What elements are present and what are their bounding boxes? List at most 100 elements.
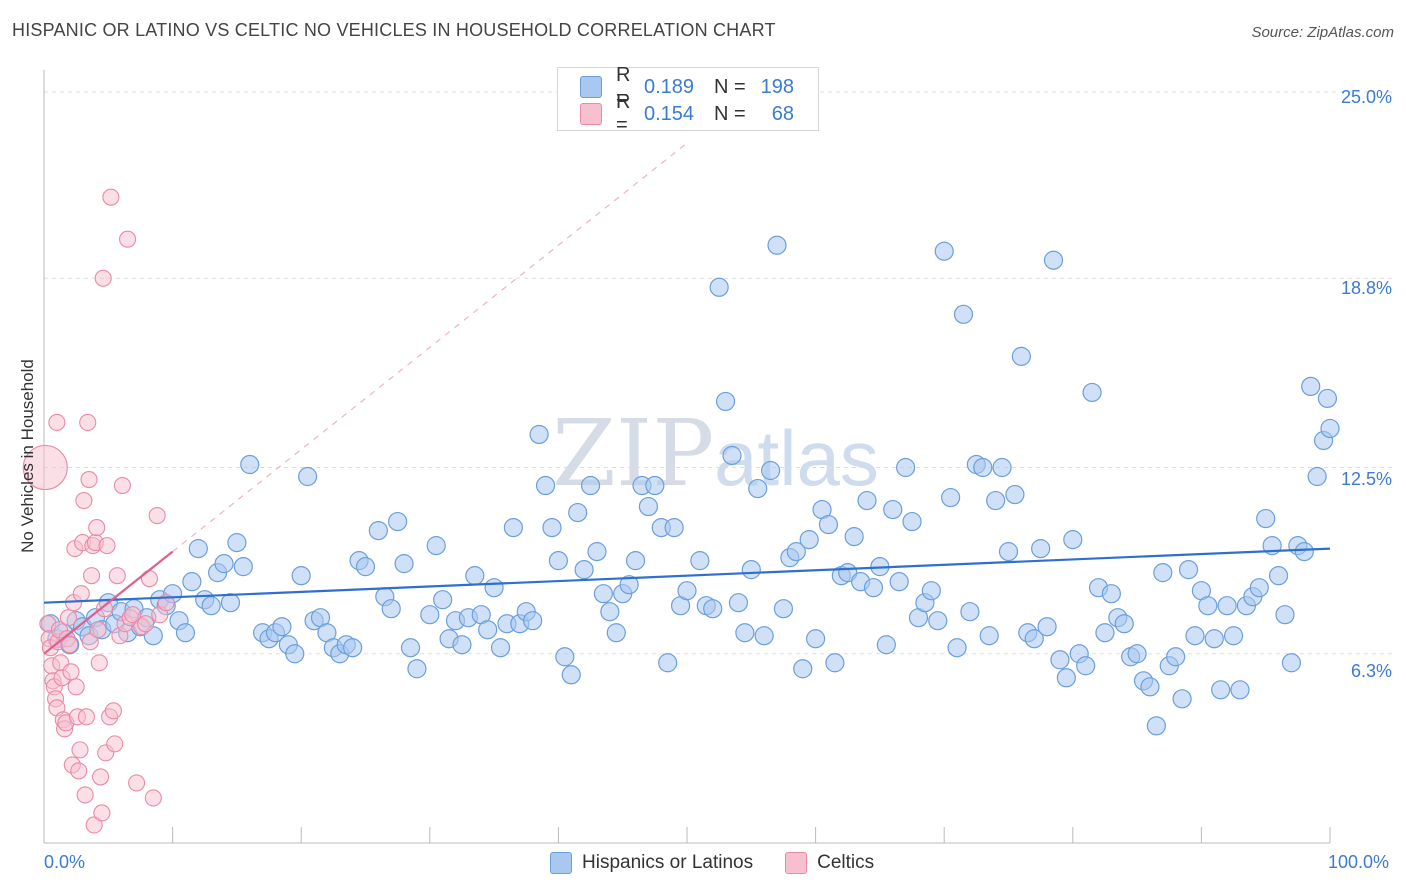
hispanics-point [741,560,761,580]
celtics-point [22,444,68,491]
hispanics-point [555,647,575,667]
hispanics-point [1153,563,1173,583]
hispanics-point [580,475,601,496]
n-value: 68 [771,102,794,125]
stats-legend-row-celtics: R = 0.154 N = 68 [580,91,794,136]
watermark-atlas: atlas [714,414,879,502]
hispanics-point [1178,560,1199,580]
hispanics-point [343,638,363,658]
hispanics-point [1140,677,1160,697]
hispanics-point [953,304,974,324]
celtics-point [137,615,155,633]
hispanics-point [1217,596,1237,616]
legend-item-hispanics[interactable]: Hispanics or Latinos [550,852,753,874]
hispanics-point [272,617,292,637]
y-tick-label-25: 25.0% [1340,87,1392,107]
hispanics-point [947,638,967,658]
y-axis-label: No Vehicles in Household [18,359,37,553]
hispanics-point [805,629,826,649]
watermark: ZIPatlas [552,400,879,507]
hispanics-point [773,599,794,619]
stats-legend-row-hispanics: R = 0.189 N = 198 [580,64,794,109]
hispanics-point [748,478,768,499]
hispanics-point [754,626,774,646]
stats-legend: R = 0.189 N = 198 R = 0.154 N = 68 [557,64,819,136]
hispanics-point [979,626,999,646]
x-tick-label-100: 100.0% [1328,852,1390,872]
hispanics-point [1294,542,1314,562]
celtics-point [80,470,98,489]
hispanics-point [1056,668,1076,688]
hispanics-point [735,623,755,643]
r-label: R = [616,64,631,109]
hispanics-point [233,557,253,577]
celtics-point [148,507,166,525]
legend-item-celtics[interactable]: Celtics [785,852,874,874]
hispanics-trend-line [43,547,1331,604]
hispanics-point [928,611,948,631]
hispanics-point [426,536,446,556]
hispanics-point [593,584,614,604]
celtics-point [85,816,103,834]
celtics-point [88,519,106,537]
hispanics-point [1185,626,1205,646]
hispanics-point [600,602,620,622]
hispanics-point [722,445,742,466]
hispanics-point [1166,647,1186,667]
hispanics-point [992,457,1012,478]
n-label: N = [714,102,746,125]
r-value: 0.154 [644,102,695,125]
hispanics-point [645,475,665,496]
celtics-point [81,633,99,651]
hispanics-point [227,533,247,553]
hispanics-point [844,527,864,547]
hispanics-point [921,581,941,601]
hispanics-point [638,496,659,517]
hispanics-point [799,530,819,550]
hispanics-point [298,466,318,487]
y-tick-label-12-5: 12.5% [1340,469,1392,489]
celtics-point [76,786,94,804]
watermark-zip: ZIP [552,400,715,507]
celtics-point [102,188,120,206]
hispanics-point [934,241,954,261]
hispanics-point [561,665,581,685]
hispanics-point [1198,596,1218,616]
hispanics-point [883,499,903,520]
hispanics-point [1204,629,1224,649]
series-hispanics-points [40,235,1340,736]
hispanics-point [484,578,504,598]
hispanics-point [478,620,498,640]
hispanics-point [381,599,401,619]
hispanics-point [760,460,781,481]
hispanics-point [1281,653,1302,673]
hispanics-point [388,511,408,532]
hispanics-point [1037,617,1057,637]
r-value: 0.189 [644,75,695,98]
hispanics-point [355,557,376,577]
hispanics-point [394,554,414,574]
celtics-point [119,230,137,248]
celtics-trend-extension [172,142,688,553]
hispanics-point [986,490,1006,511]
celtics-point [75,492,93,510]
celtics-point [67,678,85,696]
hispanics-point [1230,680,1250,700]
hispanics-point [825,653,845,673]
hispanics-point [715,391,736,412]
hispanics-point [896,457,916,478]
hispanics-point [1172,689,1192,709]
series-legend: Hispanics or Latinos Celtics [550,852,906,874]
hispanics-point [240,454,260,475]
hispanics-point [182,572,202,592]
celtics-point [90,654,108,672]
hispanics-point [619,575,639,595]
hispanics-point [658,653,678,673]
hispanics-point [1307,466,1327,487]
celtics-point [144,789,162,807]
hispanics-point [523,611,543,631]
celtics-point [98,537,116,555]
legend-swatch-blue [550,852,572,874]
hispanics-point [1249,578,1269,598]
